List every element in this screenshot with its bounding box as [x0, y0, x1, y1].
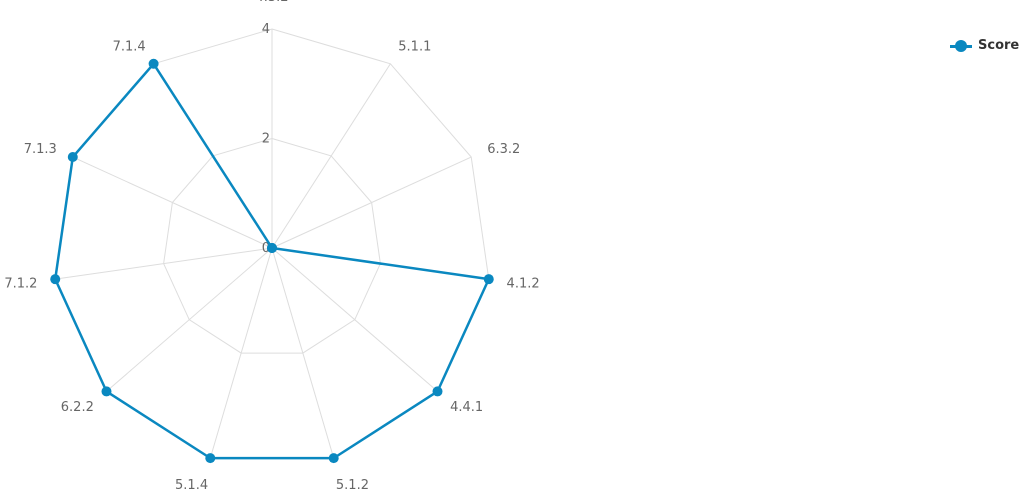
grid-spoke-6 [209, 247, 273, 459]
data-point[interactable] [148, 58, 159, 69]
category-label: 4.1.2 [507, 276, 540, 291]
grid-spoke-1 [271, 63, 391, 249]
grid-ring-1 [163, 137, 381, 354]
category-label: 5.1.1 [398, 39, 431, 54]
category-label: 5.1.2 [336, 478, 369, 491]
grid-spoke-2 [271, 156, 472, 249]
category-label: 7.1.2 [4, 276, 37, 291]
category-label: 6.2.2 [61, 400, 94, 415]
series-line-0 [53, 62, 491, 460]
data-point[interactable] [483, 274, 494, 285]
data-point[interactable] [67, 152, 78, 163]
category-label: 4.4.1 [450, 400, 483, 415]
radial-tick-label: 2 [262, 132, 270, 147]
data-point[interactable] [50, 274, 61, 285]
grid-spoke-8 [55, 247, 273, 280]
legend-item-score[interactable]: Score [950, 38, 1019, 53]
grid-spoke-9 [72, 156, 273, 249]
category-label: 7.1.4 [113, 39, 146, 54]
data-point[interactable] [205, 453, 216, 464]
grid-spoke-5 [271, 247, 335, 459]
legend-label: Score [978, 38, 1020, 53]
data-point[interactable] [432, 386, 443, 397]
data-point[interactable] [267, 243, 277, 253]
legend-marker-icon [950, 39, 972, 53]
grid-spoke-7 [106, 247, 273, 392]
radial-tick-label: 4 [262, 22, 270, 37]
radial-tick-label: 0 [262, 241, 270, 256]
category-label: 4.3.2 [255, 0, 288, 5]
grid-spoke-4 [271, 247, 438, 392]
category-label: 6.3.2 [487, 142, 520, 157]
data-point[interactable] [101, 386, 112, 397]
category-label: 5.1.4 [175, 478, 208, 491]
data-point[interactable] [328, 453, 339, 464]
category-label: 7.1.3 [24, 142, 57, 157]
